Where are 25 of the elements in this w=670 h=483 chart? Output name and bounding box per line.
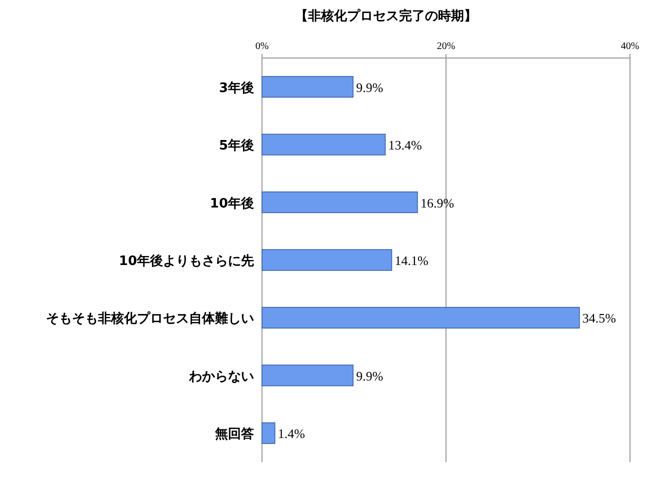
bar xyxy=(262,249,392,271)
y-tick-label: 無回答 xyxy=(214,427,254,442)
bar xyxy=(262,306,580,329)
x-tick-label: 40% xyxy=(620,41,640,52)
data-label: 34.5% xyxy=(582,310,616,326)
y-tick-label: 10年後よりもさらに先 xyxy=(118,253,254,269)
y-tick-label: わからない xyxy=(188,369,254,384)
y-tick-label: 10年後 xyxy=(210,195,254,212)
y-tick-label: そもそも非核化プロセス自体難しい xyxy=(46,310,254,327)
bar xyxy=(262,191,418,214)
bar xyxy=(262,422,276,444)
y-tick-label: 5年後 xyxy=(218,138,254,154)
bar xyxy=(262,364,354,386)
data-label: 13.4% xyxy=(388,138,422,153)
bar xyxy=(262,76,354,98)
bar xyxy=(262,134,386,156)
data-label: 9.9% xyxy=(356,80,384,95)
data-label: 9.9% xyxy=(356,368,384,384)
chart-title: 【非核化プロセス完了の時期】 xyxy=(295,8,477,24)
data-label: 14.1% xyxy=(394,253,428,268)
data-label: 1.4% xyxy=(278,426,306,442)
x-tick-label: 0% xyxy=(255,41,269,52)
x-tick-label: 20% xyxy=(436,41,456,52)
data-label: 16.9% xyxy=(420,195,454,210)
y-tick-label: 3年後 xyxy=(218,80,254,96)
